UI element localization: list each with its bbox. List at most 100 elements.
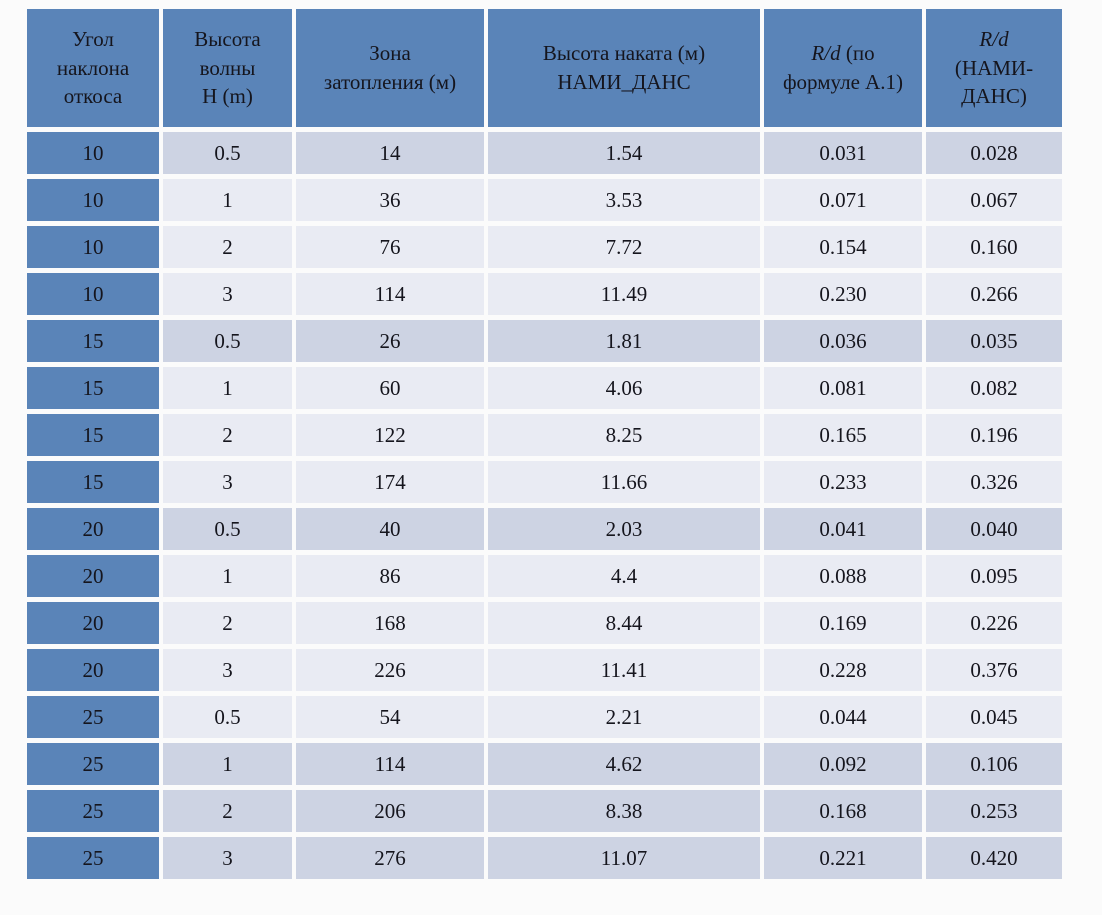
cell-flood-zone: 86 xyxy=(296,555,484,597)
cell-flood-zone: 54 xyxy=(296,696,484,738)
header-line: наклона xyxy=(56,55,130,80)
table-row: 15 1 60 4.06 0.081 0.082 xyxy=(27,367,1062,409)
cell-runup-height: 2.03 xyxy=(488,508,760,550)
cell-slope-angle: 15 xyxy=(27,414,159,456)
table-body: 10 0.5 14 1.54 0.031 0.028 10 1 36 3.53 0.071 0.067… xyxy=(27,132,1062,879)
table-row: 10 2 76 7.72 0.154 0.160 xyxy=(27,226,1062,268)
table-row: 15 3 174 11.66 0.233 0.326 xyxy=(27,461,1062,503)
cell-flood-zone: 276 xyxy=(296,837,484,879)
cell-wave-height: 3 xyxy=(163,461,292,503)
cell-rd-formula: 0.169 xyxy=(764,602,922,644)
col-header-rd-formula: R/d (по формуле А.1) xyxy=(764,9,922,127)
table-row: 15 0.5 26 1.81 0.036 0.035 xyxy=(27,320,1062,362)
cell-wave-height: 3 xyxy=(163,273,292,315)
cell-runup-height: 8.44 xyxy=(488,602,760,644)
cell-flood-zone: 122 xyxy=(296,414,484,456)
cell-wave-height: 2 xyxy=(163,602,292,644)
header-line: (НАМИ- xyxy=(954,55,1034,80)
cell-flood-zone: 114 xyxy=(296,273,484,315)
cell-rd-formula: 0.165 xyxy=(764,414,922,456)
cell-rd-formula: 0.041 xyxy=(764,508,922,550)
rd-italic: R/d xyxy=(811,41,841,66)
cell-flood-zone: 26 xyxy=(296,320,484,362)
cell-rd-formula: 0.071 xyxy=(764,179,922,221)
table-row: 20 1 86 4.4 0.088 0.095 xyxy=(27,555,1062,597)
table-row: 25 3 276 11.07 0.221 0.420 xyxy=(27,837,1062,879)
cell-flood-zone: 226 xyxy=(296,649,484,691)
cell-rd-nami-dans: 0.160 xyxy=(926,226,1062,268)
cell-rd-formula: 0.088 xyxy=(764,555,922,597)
header-line: затопления (м) xyxy=(323,70,457,94)
cell-rd-formula: 0.044 xyxy=(764,696,922,738)
cell-rd-nami-dans: 0.253 xyxy=(926,790,1062,832)
cell-wave-height: 0.5 xyxy=(163,132,292,174)
table-row: 10 0.5 14 1.54 0.031 0.028 xyxy=(27,132,1062,174)
runup-results-table: Угол наклона откоса Высота волны H (m) З… xyxy=(23,4,1066,884)
table-row: 25 0.5 54 2.21 0.044 0.045 xyxy=(27,696,1062,738)
cell-slope-angle: 25 xyxy=(27,790,159,832)
header-line: Высота xyxy=(194,26,261,51)
cell-wave-height: 2 xyxy=(163,790,292,832)
table-row: 10 3 114 11.49 0.230 0.266 xyxy=(27,273,1062,315)
cell-slope-angle: 15 xyxy=(27,320,159,362)
col-header-slope-angle: Угол наклона откоса xyxy=(27,9,159,127)
cell-flood-zone: 14 xyxy=(296,132,484,174)
header-row: Угол наклона откоса Высота волны H (m) З… xyxy=(27,9,1062,127)
header-line: НАМИ_ДАНС xyxy=(557,70,691,94)
cell-flood-zone: 60 xyxy=(296,367,484,409)
cell-flood-zone: 206 xyxy=(296,790,484,832)
cell-rd-nami-dans: 0.106 xyxy=(926,743,1062,785)
cell-rd-nami-dans: 0.045 xyxy=(926,696,1062,738)
cell-runup-height: 3.53 xyxy=(488,179,760,221)
header-line: R/d (по xyxy=(768,39,918,68)
cell-runup-height: 11.41 xyxy=(488,649,760,691)
cell-wave-height: 1 xyxy=(163,555,292,597)
cell-rd-nami-dans: 0.376 xyxy=(926,649,1062,691)
cell-slope-angle: 25 xyxy=(27,743,159,785)
rd-italic: R/d xyxy=(979,26,1009,51)
cell-rd-formula: 0.228 xyxy=(764,649,922,691)
header-line: откоса xyxy=(63,84,123,109)
table-row: 20 3 226 11.41 0.228 0.376 xyxy=(27,649,1062,691)
cell-flood-zone: 76 xyxy=(296,226,484,268)
header-line: R/d xyxy=(930,25,1058,54)
cell-rd-formula: 0.154 xyxy=(764,226,922,268)
cell-rd-nami-dans: 0.226 xyxy=(926,602,1062,644)
cell-flood-zone: 36 xyxy=(296,179,484,221)
cell-runup-height: 11.49 xyxy=(488,273,760,315)
cell-runup-height: 7.72 xyxy=(488,226,760,268)
cell-rd-nami-dans: 0.028 xyxy=(926,132,1062,174)
cell-rd-nami-dans: 0.095 xyxy=(926,555,1062,597)
cell-runup-height: 8.38 xyxy=(488,790,760,832)
cell-slope-angle: 15 xyxy=(27,461,159,503)
cell-wave-height: 1 xyxy=(163,743,292,785)
cell-rd-formula: 0.168 xyxy=(764,790,922,832)
cell-rd-formula: 0.092 xyxy=(764,743,922,785)
cell-slope-angle: 20 xyxy=(27,649,159,691)
cell-rd-nami-dans: 0.420 xyxy=(926,837,1062,879)
cell-wave-height: 3 xyxy=(163,837,292,879)
cell-rd-nami-dans: 0.196 xyxy=(926,414,1062,456)
header-line: Зона xyxy=(369,41,411,66)
cell-slope-angle: 20 xyxy=(27,602,159,644)
cell-runup-height: 11.07 xyxy=(488,837,760,879)
col-header-flood-zone: Зона затопления (м) xyxy=(296,9,484,127)
header-line: формуле А.1) xyxy=(782,70,904,94)
cell-rd-nami-dans: 0.067 xyxy=(926,179,1062,221)
table-row: 10 1 36 3.53 0.071 0.067 xyxy=(27,179,1062,221)
table-row: 25 1 114 4.62 0.092 0.106 xyxy=(27,743,1062,785)
cell-slope-angle: 10 xyxy=(27,273,159,315)
header-line: ДАНС) xyxy=(961,84,1027,109)
cell-flood-zone: 168 xyxy=(296,602,484,644)
cell-slope-angle: 15 xyxy=(27,367,159,409)
header-line-rest: (по xyxy=(840,41,875,66)
cell-rd-formula: 0.221 xyxy=(764,837,922,879)
cell-slope-angle: 25 xyxy=(27,837,159,879)
col-header-wave-height: Высота волны H (m) xyxy=(163,9,292,127)
cell-slope-angle: 10 xyxy=(27,132,159,174)
cell-rd-nami-dans: 0.035 xyxy=(926,320,1062,362)
header-line: Угол xyxy=(72,26,114,51)
col-header-runup-height: Высота наката (м) НАМИ_ДАНС xyxy=(488,9,760,127)
cell-slope-angle: 20 xyxy=(27,555,159,597)
